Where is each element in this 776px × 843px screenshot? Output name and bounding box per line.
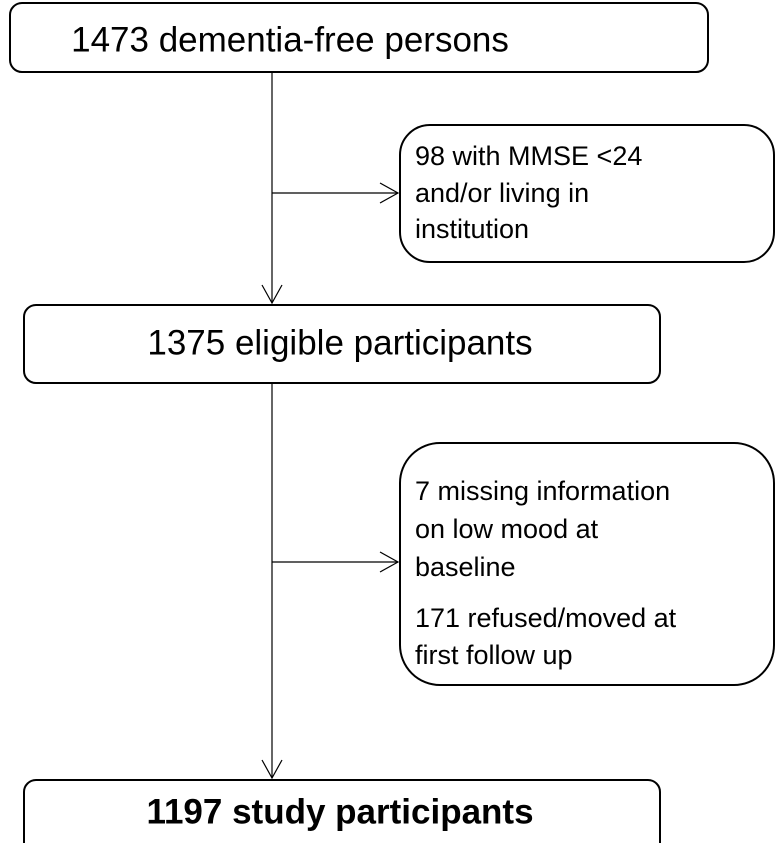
- node-text: 7 missing information: [415, 476, 670, 506]
- arrowhead: [379, 182, 400, 204]
- node-box: [399, 442, 775, 686]
- node-text: on low mood at: [415, 514, 599, 544]
- node-text: 1197 study participants: [146, 792, 533, 831]
- node-text: 171 refused/moved at: [415, 603, 677, 633]
- node-text: and/or living in: [415, 178, 589, 208]
- node-box: [399, 124, 775, 263]
- arrowhead: [379, 551, 400, 573]
- node-text: baseline: [415, 552, 516, 582]
- arrowhead: [261, 284, 283, 305]
- node-text: 98 with MMSE <24: [415, 141, 642, 171]
- node-text: 1473 dementia-free persons: [71, 20, 509, 59]
- arrowhead: [261, 759, 283, 780]
- node-text: 1375 eligible participants: [147, 323, 532, 362]
- node-box: [23, 779, 661, 843]
- node-box: [9, 2, 709, 73]
- node-text: first follow up: [415, 640, 573, 670]
- node-text: institution: [415, 214, 529, 244]
- node-box: [23, 304, 661, 384]
